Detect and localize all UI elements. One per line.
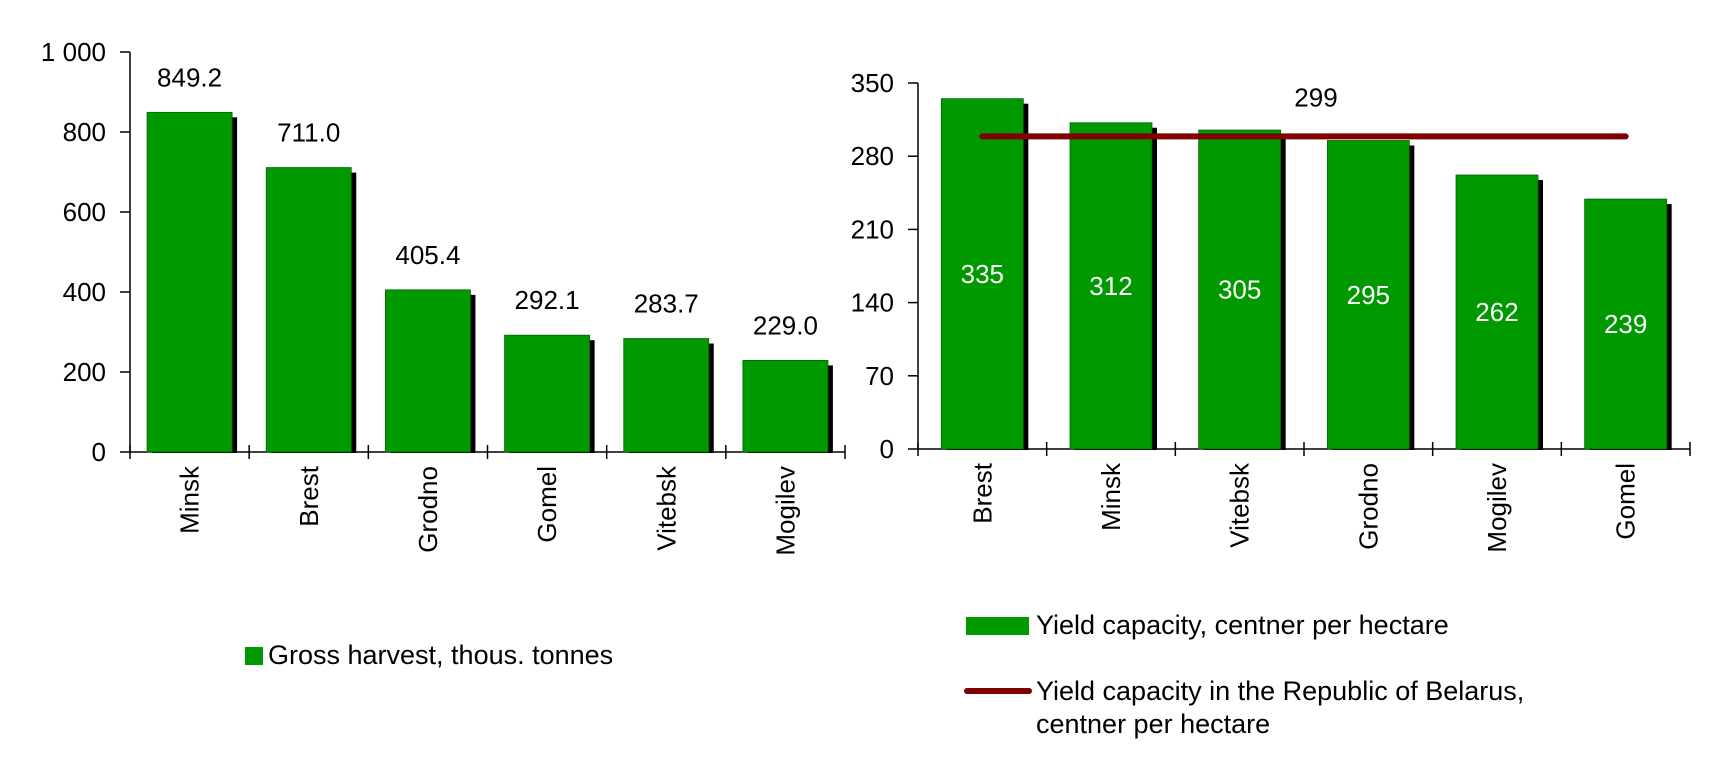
right-y-tick-label: 0 (880, 434, 894, 464)
legend-right-bar-label: Yield capacity, centner per hectare (1036, 610, 1449, 640)
right-data-label: 312 (1089, 271, 1132, 301)
left-bar-brest (265, 167, 352, 453)
left-category-label: Grodno (413, 466, 443, 553)
right-y-tick-label: 210 (851, 214, 894, 244)
left-bar-grodno (385, 289, 471, 453)
right-data-label: 305 (1218, 275, 1261, 305)
right-average-label: 299 (1294, 82, 1337, 112)
legend-right-line-label-2: centner per hectare (1036, 709, 1271, 739)
right-category-label: Grodno (1353, 463, 1383, 550)
left-category-label: Mogilev (770, 466, 800, 556)
left-data-label: 283.7 (634, 289, 699, 319)
left-bar-vitebsk (623, 338, 710, 453)
right-bar-gomel (1584, 198, 1668, 450)
right-y-tick-label: 280 (851, 141, 894, 171)
left-category-label: Vitebsk (651, 465, 681, 551)
right-data-label: 239 (1604, 309, 1647, 339)
right-bar-minsk (1069, 122, 1153, 450)
left-y-tick-label: 200 (63, 357, 106, 387)
right-category-label: Vitebsk (1225, 462, 1255, 548)
legend-left-swatch (245, 647, 263, 665)
left-y-tick-label: 0 (92, 437, 106, 467)
right-bar-grodno (1326, 140, 1410, 450)
right-category-label: Gomel (1611, 463, 1641, 540)
left-data-label: 405.4 (395, 240, 460, 270)
left-data-label: 292.1 (515, 285, 580, 315)
left-y-tick-label: 800 (63, 117, 106, 147)
legend-right-bar-swatch (966, 617, 1029, 635)
left-category-label: Brest (294, 465, 324, 526)
right-y-tick-label: 70 (865, 361, 894, 391)
left-y-tick-label: 1 000 (41, 37, 106, 67)
right-data-label: 335 (961, 259, 1004, 289)
right-category-label: Minsk (1096, 462, 1126, 531)
left-data-label: 229.0 (753, 310, 818, 340)
left-data-label: 711.0 (277, 118, 340, 148)
left-data-label: 849.2 (157, 62, 222, 92)
left-bar-minsk (146, 111, 233, 453)
legend-left-label: Gross harvest, thous. tonnes (268, 640, 614, 670)
left-bar-mogilev (742, 359, 829, 453)
right-bar-vitebsk (1198, 129, 1282, 450)
left-y-tick-label: 400 (63, 277, 106, 307)
right-y-tick-label: 350 (851, 68, 894, 98)
left-category-label: Gomel (532, 466, 562, 543)
right-y-tick-label: 140 (851, 288, 894, 318)
right-category-label: Brest (967, 462, 997, 523)
right-category-label: Mogilev (1482, 463, 1512, 553)
legend-right-line-label-1: Yield capacity in the Republic of Belaru… (1036, 676, 1525, 706)
right-bar-brest (940, 98, 1024, 450)
left-category-label: Minsk (175, 465, 205, 534)
left-bar-gomel (504, 334, 590, 453)
legend-right-line-swatch (964, 688, 1032, 694)
left-y-tick-label: 600 (63, 197, 106, 227)
right-data-label: 262 (1475, 297, 1518, 327)
right-bar-mogilev (1455, 174, 1539, 450)
right-data-label: 295 (1347, 280, 1390, 310)
